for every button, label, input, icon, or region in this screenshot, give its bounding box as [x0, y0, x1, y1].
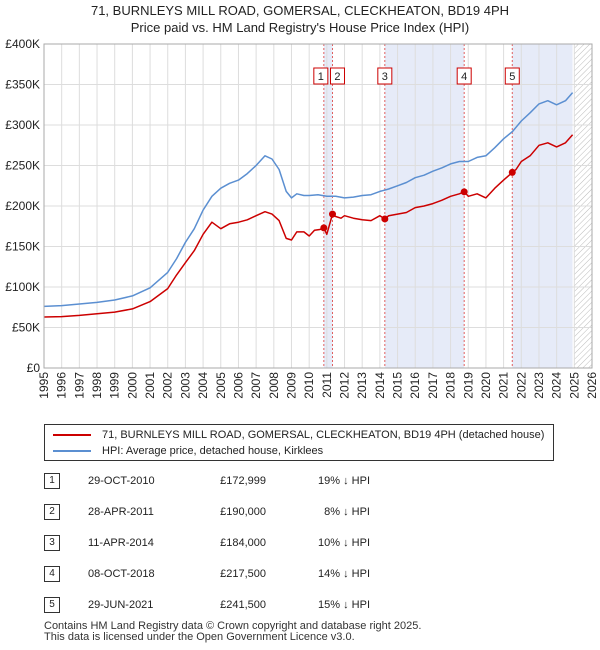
x-tick-label: 2012	[338, 372, 352, 399]
table-row: 3 11-APR-2014 £184,000 10% ↓ HPI	[0, 534, 600, 552]
x-tick-label: 2026	[585, 372, 599, 399]
table-row: 4 08-OCT-2018 £217,500 14% ↓ HPI	[0, 565, 600, 583]
legend-item-hpi: HPI: Average price, detached house, Kirk…	[45, 443, 323, 459]
legend: 71, BURNLEYS MILL ROAD, GOMERSAL, CLECKH…	[44, 424, 554, 461]
x-tick-label: 1995	[37, 372, 51, 399]
sale-label: 2	[334, 71, 340, 83]
x-tick-label: 1996	[55, 372, 69, 399]
x-tick-label: 2015	[391, 372, 405, 399]
x-tick-label: 2006	[231, 372, 245, 399]
x-tick-label: 2014	[373, 372, 387, 399]
property-price-line	[43, 134, 574, 318]
transaction-number: 2	[44, 504, 60, 520]
sale-label-box	[377, 67, 393, 85]
sale-label: 1	[318, 71, 324, 83]
transaction-price: £190,000	[220, 506, 266, 518]
transaction-number: 1	[44, 473, 60, 489]
x-tick-label: 1997	[72, 372, 86, 399]
legend-item-property: 71, BURNLEYS MILL ROAD, GOMERSAL, CLECKH…	[45, 427, 544, 443]
x-tick-label: 2022	[514, 372, 528, 399]
chart-title: 71, BURNLEYS MILL ROAD, GOMERSAL, CLECKH…	[90, 3, 510, 18]
transaction-hpi: 10% ↓ HPI	[318, 537, 370, 549]
x-tick-label: 2004	[196, 372, 210, 399]
x-tick-label: 1998	[90, 372, 104, 399]
table-row: 1 29-OCT-2010 £172,999 19% ↓ HPI	[0, 472, 600, 490]
y-tick-label: £250K	[5, 159, 40, 173]
x-tick-label: 2024	[550, 372, 564, 399]
x-tick-label: 2005	[214, 372, 228, 399]
y-tick-label: £150K	[5, 240, 40, 254]
legend-hpi-label: HPI: Average price, detached house, Kirk…	[102, 445, 324, 457]
legend-blue-line	[53, 450, 91, 452]
sale-label: 5	[509, 71, 515, 83]
y-tick-label: £200K	[5, 199, 40, 213]
legend-property-label: 71, BURNLEYS MILL ROAD, GOMERSAL, CLECKH…	[102, 429, 545, 441]
x-tick-label: 2000	[125, 372, 139, 399]
x-tick-label: 2010	[302, 372, 316, 399]
x-tick-label: 2011	[320, 372, 334, 398]
table-row: 2 28-APR-2011 £190,000 8% ↓ HPI	[0, 503, 600, 521]
x-tick-label: 2013	[355, 372, 369, 399]
transaction-date: 08-OCT-2018	[88, 568, 155, 580]
transaction-price: £217,500	[220, 568, 266, 580]
x-tick-label: 2019	[461, 372, 475, 399]
sale-point	[328, 210, 336, 218]
table-row: 5 29-JUN-2021 £241,500 15% ↓ HPI	[0, 596, 600, 614]
y-tick-label: £0	[27, 361, 41, 375]
sale-point	[460, 188, 468, 196]
sale-point	[320, 224, 328, 232]
x-tick-label: 2003	[178, 372, 192, 399]
transaction-hpi: 19% ↓ HPI	[318, 475, 370, 487]
price-chart: 1 2 3 4 5 £0 £50K £100K £150K £200K £250K £300K £350…	[5, 37, 599, 399]
sale-label: 4	[461, 71, 467, 83]
y-tick-label: £100K	[5, 280, 40, 294]
x-tick-label: 2017	[426, 372, 440, 399]
transaction-date: 29-JUN-2021	[88, 599, 154, 611]
chart-subtitle: Price paid vs. HM Land Registry's House …	[130, 20, 470, 35]
y-tick-label: £300K	[5, 118, 40, 132]
x-tick-label: 2007	[249, 372, 263, 399]
sale-point	[381, 215, 389, 223]
x-tick-label: 2025	[567, 372, 581, 399]
plot-border	[43, 43, 593, 369]
transaction-number: 4	[44, 566, 60, 582]
x-tick-label: 2008	[267, 372, 281, 399]
sale-label-box	[329, 67, 345, 85]
x-tick-label: 2009	[284, 372, 298, 399]
sale-label-box	[456, 67, 472, 85]
y-tick-label: £350K	[5, 78, 40, 92]
footer-copyright: Contains HM Land Registry data © Crown c…	[44, 620, 422, 632]
y-tick-label: £50K	[12, 321, 40, 335]
sale-point	[508, 168, 516, 176]
transaction-hpi: 14% ↓ HPI	[318, 568, 370, 580]
hpi-line	[43, 92, 574, 308]
x-tick-label: 2016	[408, 372, 422, 399]
x-tick-label: 2020	[479, 372, 493, 399]
transaction-number: 5	[44, 597, 60, 613]
x-tick-label: 2001	[143, 372, 157, 399]
x-tick-label: 2021	[497, 372, 511, 399]
sale-label-box	[313, 67, 329, 85]
transaction-hpi: 8% ↓ HPI	[324, 506, 370, 518]
transaction-date: 11-APR-2014	[88, 537, 154, 549]
sale-label-box	[504, 67, 520, 85]
transaction-number: 3	[44, 535, 60, 551]
transaction-price: £241,500	[220, 599, 266, 611]
legend-red-line	[53, 434, 91, 436]
x-tick-label: 1999	[108, 372, 122, 399]
x-tick-label: 2002	[161, 372, 175, 399]
transaction-hpi: 15% ↓ HPI	[318, 599, 370, 611]
transaction-date: 28-APR-2011	[88, 506, 154, 518]
sale-label: 3	[382, 71, 388, 83]
footer-licence: This data is licensed under the Open Gov…	[44, 631, 355, 643]
transaction-date: 29-OCT-2010	[88, 475, 155, 487]
transaction-price: £172,999	[220, 475, 266, 487]
transaction-price: £184,000	[220, 537, 266, 549]
x-tick-label: 2018	[444, 372, 458, 399]
y-tick-label: £400K	[5, 37, 40, 51]
x-tick-label: 2023	[532, 372, 546, 399]
